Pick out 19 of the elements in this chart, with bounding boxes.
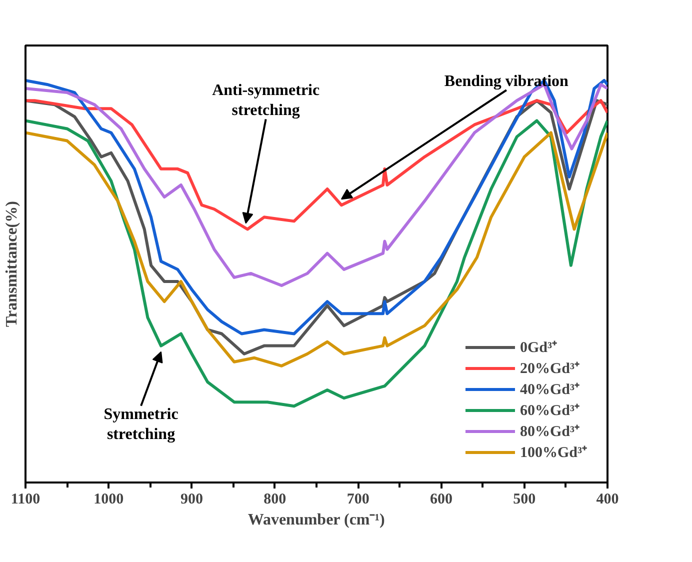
x-tick-label: 700 [346, 492, 370, 508]
x-tick-label: 800 [264, 492, 286, 508]
y-axis-title: Transmittance(%) [4, 201, 20, 327]
x-tick-label: 400 [596, 492, 619, 508]
x-tick-label: 1000 [94, 492, 124, 508]
x-axis-title: Wavenumber (cm⁻¹) [248, 512, 385, 528]
annotation: Anti-symmetric stretching [212, 82, 320, 120]
legend-label: 100%Gd³⁺ [520, 444, 587, 462]
x-tick-label: 500 [513, 492, 536, 508]
legend-label: 80%Gd³⁺ [520, 423, 580, 441]
legend-label: 0Gd³⁺ [520, 339, 557, 357]
x-tick-label: 900 [180, 492, 204, 508]
x-tick-label: 1100 [10, 492, 40, 508]
x-tick-label: 600 [430, 492, 452, 508]
legend-label: 20%Gd³⁺ [520, 360, 580, 378]
annotation: Symmetric stretching [104, 406, 178, 444]
legend-label: 40%Gd³⁺ [520, 381, 580, 399]
annotation: Bending vibration [444, 73, 569, 90]
legend-label: 60%Gd³⁺ [520, 402, 580, 420]
